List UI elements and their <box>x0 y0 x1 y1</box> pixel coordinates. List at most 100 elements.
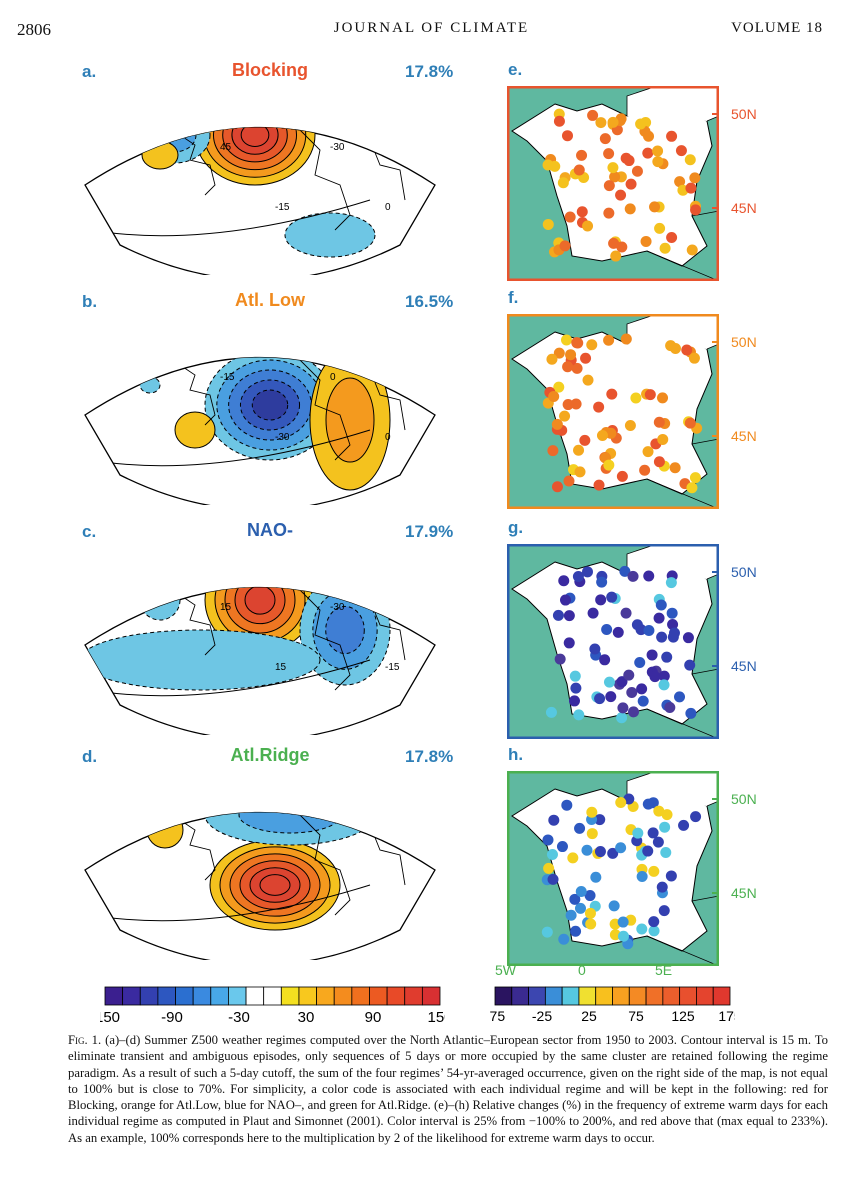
regime-percent: 17.9% <box>405 522 454 541</box>
station-dot <box>688 352 700 364</box>
station-dot <box>596 576 608 588</box>
station-dot <box>547 873 559 885</box>
colorbar-tick-label: -150 <box>100 1009 120 1026</box>
panel-label: g. <box>508 518 524 537</box>
station-dot <box>659 242 671 254</box>
latitude-label: 45N <box>731 200 757 216</box>
colorbar-swatch <box>280 986 300 1006</box>
station-dot <box>581 566 593 578</box>
station-dot <box>552 609 564 621</box>
station-dot <box>568 695 580 707</box>
colorbar-swatch <box>351 986 370 1006</box>
station-dot <box>661 809 673 821</box>
station-dot <box>603 459 615 471</box>
station-dot <box>563 637 575 649</box>
station-dot <box>607 847 619 859</box>
latitude-label: 45N <box>731 428 757 444</box>
station-dot <box>690 204 702 216</box>
station-dot <box>549 160 561 172</box>
station-dot <box>678 819 690 831</box>
latitude-label: 50N <box>731 106 757 122</box>
station-dot <box>666 130 678 142</box>
station-dot <box>616 712 628 724</box>
panel-label: a. <box>82 62 97 81</box>
station-dot <box>575 885 587 897</box>
colorbar-swatch <box>316 986 335 1006</box>
station-dot <box>656 631 668 643</box>
page-number: 2806 <box>17 20 51 39</box>
contour-label: -30 <box>275 432 290 443</box>
station-dot <box>666 231 678 243</box>
longitude-label: 0 <box>578 962 586 978</box>
station-dot <box>630 392 642 404</box>
contour-label: 15 <box>220 602 232 613</box>
station-dot <box>654 222 666 234</box>
station-dot <box>669 342 681 354</box>
station-dot <box>627 570 639 582</box>
station-dot <box>603 207 615 219</box>
station-dot <box>606 591 618 603</box>
station-dot <box>563 475 575 487</box>
station-dot <box>586 339 598 351</box>
station-dot <box>582 374 594 386</box>
france-warm-days-map <box>507 314 719 509</box>
station-dot <box>624 203 636 215</box>
station-dot <box>631 619 643 631</box>
station-dot <box>559 240 571 252</box>
station-dot <box>686 244 698 256</box>
station-dot <box>573 164 585 176</box>
contour-label: -30 <box>330 602 345 613</box>
longitude-label: 5E <box>655 962 673 978</box>
station-dot <box>689 172 701 184</box>
colorbar-swatch <box>561 986 580 1006</box>
station-dot <box>617 702 629 714</box>
panel-label: f. <box>508 288 519 307</box>
colorbar-swatch <box>612 986 630 1006</box>
station-dot <box>649 671 661 683</box>
station-dot <box>574 822 586 834</box>
station-dot <box>551 418 563 430</box>
station-dot <box>565 909 577 921</box>
station-dot <box>681 344 693 356</box>
station-dot <box>585 918 597 930</box>
station-dot <box>545 706 557 718</box>
panel-label: h. <box>508 745 524 764</box>
latitude-label: 50N <box>731 564 757 580</box>
colorbar-tick-label: -75 <box>490 1008 505 1024</box>
station-dot <box>626 686 638 698</box>
colorbar-tick-label: 175 <box>718 1008 735 1024</box>
station-dot <box>616 676 628 688</box>
z500-regime-map: 45 -15 -30 0 <box>84 126 436 275</box>
station-dot <box>608 237 620 249</box>
station-dot <box>571 337 583 349</box>
station-dot <box>559 594 571 606</box>
station-dot <box>603 676 615 688</box>
station-dot <box>584 890 596 902</box>
station-dot <box>594 814 606 826</box>
colorbar-swatch <box>192 986 212 1006</box>
station-dot <box>570 925 582 937</box>
station-dot <box>551 481 563 493</box>
station-dot <box>569 893 581 905</box>
station-dot <box>690 811 702 823</box>
latitude-label: 50N <box>731 791 757 807</box>
station-dot <box>648 916 660 928</box>
station-dot <box>567 852 579 864</box>
caption-label: Fig. 1. <box>68 1033 102 1047</box>
station-dot <box>674 691 686 703</box>
station-dot <box>636 923 648 935</box>
station-dot <box>560 334 572 346</box>
station-dot <box>599 654 611 666</box>
station-dot <box>640 235 652 247</box>
station-dot <box>596 430 608 442</box>
station-dot <box>561 130 573 142</box>
colorbar-tick-label: 150 <box>427 1009 445 1026</box>
station-dot <box>576 149 588 161</box>
colorbar-swatch <box>645 986 664 1006</box>
station-dot <box>644 389 656 401</box>
contour-label: 0 <box>385 202 391 213</box>
station-dot <box>686 482 698 494</box>
station-dot <box>684 659 696 671</box>
station-dot <box>655 599 667 611</box>
station-dot <box>542 218 554 230</box>
